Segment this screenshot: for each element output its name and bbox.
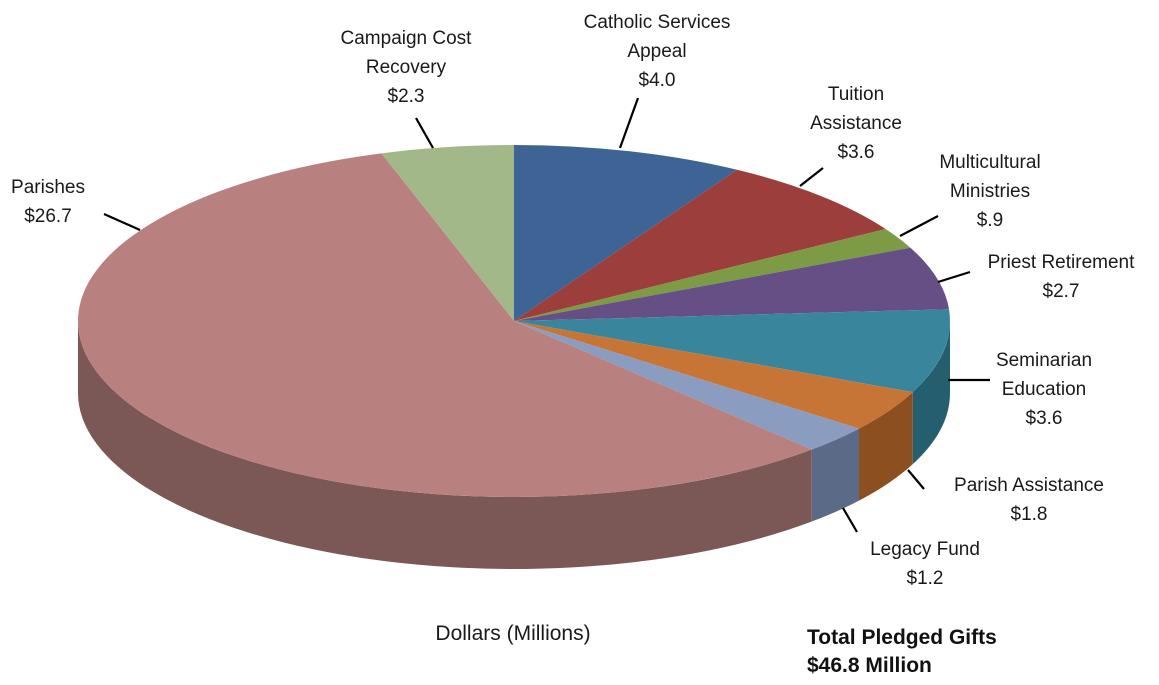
leader-line-catholic-services <box>620 98 638 148</box>
leader-line-tuition <box>800 168 823 186</box>
slice-value: $.9 <box>977 210 1003 231</box>
leader-line-parish-assistance <box>908 470 924 489</box>
slice-name: Assistance <box>810 113 902 134</box>
pie-top-layer <box>78 145 950 497</box>
slice-label-tuition: Tuition Assistance $3.6 <box>810 84 902 163</box>
slice-label-seminarian: Seminarian Education $3.6 <box>996 350 1092 429</box>
leader-line-campaign-cost <box>416 118 433 148</box>
slice-label-legacy-fund: Legacy Fund $1.2 <box>870 539 980 589</box>
slice-value: $1.2 <box>907 568 944 589</box>
slice-name: Parishes <box>11 177 85 198</box>
slice-name: Campaign Cost <box>341 28 473 49</box>
slice-value: $1.8 <box>1011 504 1048 525</box>
slice-label-catholic-services: Catholic Services Appeal $4.0 <box>584 12 731 91</box>
slice-label-parishes: Parishes $26.7 <box>11 177 85 227</box>
total-pledged: Total Pledged Gifts $46.8 Million <box>807 624 997 680</box>
slice-value: $2.3 <box>388 86 425 107</box>
total-title: Total Pledged Gifts <box>807 624 997 652</box>
chart-caption: Dollars (Millions) <box>435 622 590 645</box>
slice-label-parish-assistance: Parish Assistance $1.8 <box>954 475 1104 525</box>
total-amount: $46.8 Million <box>807 652 997 680</box>
slice-label-priest-retirement: Priest Retirement $2.7 <box>988 252 1135 302</box>
slice-value: $3.6 <box>1026 408 1063 429</box>
slice-name: Ministries <box>950 181 1030 202</box>
slice-label-campaign-cost: Campaign Cost Recovery $2.3 <box>341 28 473 107</box>
slice-name: Multicultural <box>939 152 1040 173</box>
slice-value: $4.0 <box>639 70 676 91</box>
slice-label-multicultural: Multicultural Ministries $.9 <box>939 152 1040 231</box>
slice-name: Parish Assistance <box>954 475 1104 496</box>
slice-name: Appeal <box>627 41 686 62</box>
leader-line-legacy-fund <box>843 508 857 532</box>
slice-name: Recovery <box>366 57 447 78</box>
slice-name: Priest Retirement <box>988 252 1135 273</box>
slice-name: Tuition <box>828 84 884 105</box>
leader-line-parishes <box>104 214 140 230</box>
slice-name: Seminarian <box>996 350 1092 371</box>
slice-name: Legacy Fund <box>870 539 980 560</box>
slice-value: $2.7 <box>1043 281 1080 302</box>
slice-value: $3.6 <box>838 142 875 163</box>
slice-name: Education <box>1002 379 1087 400</box>
leader-line-priest-retirement <box>938 272 970 282</box>
slice-name: Catholic Services <box>584 12 731 33</box>
slice-value: $26.7 <box>24 206 72 227</box>
leader-line-multicultural <box>900 216 938 236</box>
